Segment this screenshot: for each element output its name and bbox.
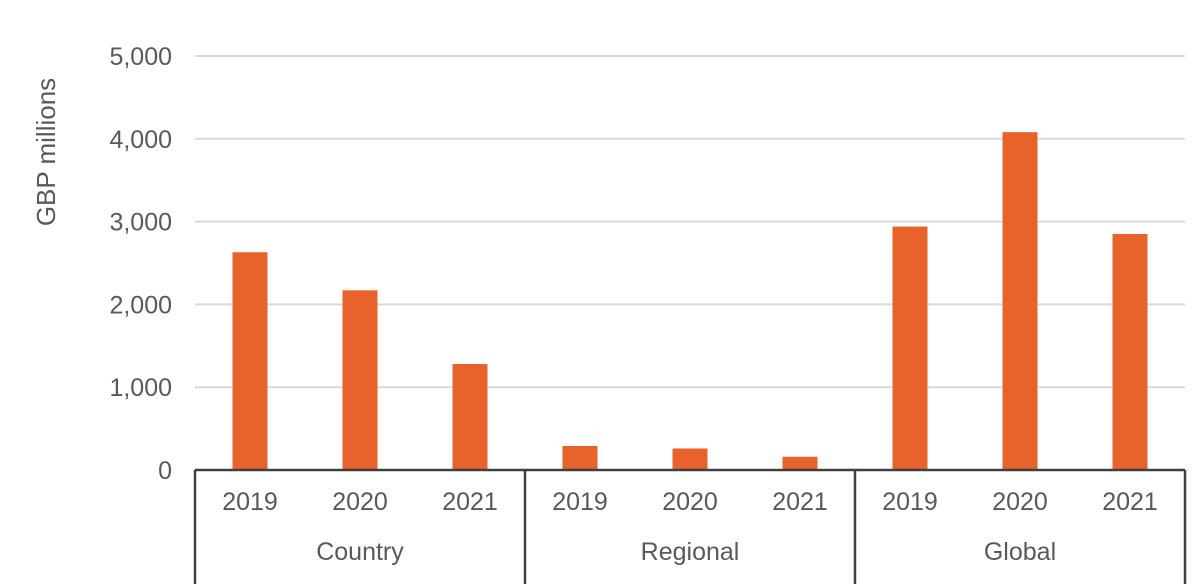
- x-tick-label: 2021: [1102, 488, 1158, 516]
- y-tick-label: 0: [158, 457, 172, 485]
- bar: [672, 448, 708, 470]
- x-tick-label: 2019: [552, 488, 608, 516]
- bar: [1002, 132, 1038, 470]
- group-label: Global: [984, 538, 1056, 566]
- y-tick-label: 3,000: [109, 209, 172, 237]
- bar: [562, 445, 598, 470]
- x-tick-label: 2020: [992, 488, 1048, 516]
- y-tick-label: 1,000: [109, 374, 172, 402]
- x-tick-label: 2021: [442, 488, 498, 516]
- y-tick-label: 2,000: [109, 291, 172, 319]
- x-tick-label: 2020: [332, 488, 388, 516]
- x-tick-label: 2019: [882, 488, 938, 516]
- axes: [193, 468, 1187, 584]
- labels: 0 1,000 2,000 3,000 4,000 5,000 2019 2020 2021 Co…: [109, 43, 1157, 566]
- bar: [782, 456, 818, 470]
- bar: [1112, 234, 1148, 470]
- x-tick-label: 2020: [662, 488, 718, 516]
- bars: [232, 132, 1148, 470]
- bar: [342, 290, 378, 470]
- group-label: Regional: [641, 538, 740, 566]
- y-tick-label: 5,000: [109, 43, 172, 71]
- x-tick-label: 2021: [772, 488, 828, 516]
- y-tick-label: 4,000: [109, 126, 172, 154]
- y-axis-title: GBP millions: [31, 78, 61, 226]
- x-tick-label: 2019: [222, 488, 278, 516]
- bar: [452, 364, 488, 470]
- group-label: Country: [316, 538, 404, 566]
- bar: [892, 226, 928, 470]
- bar: [232, 252, 268, 470]
